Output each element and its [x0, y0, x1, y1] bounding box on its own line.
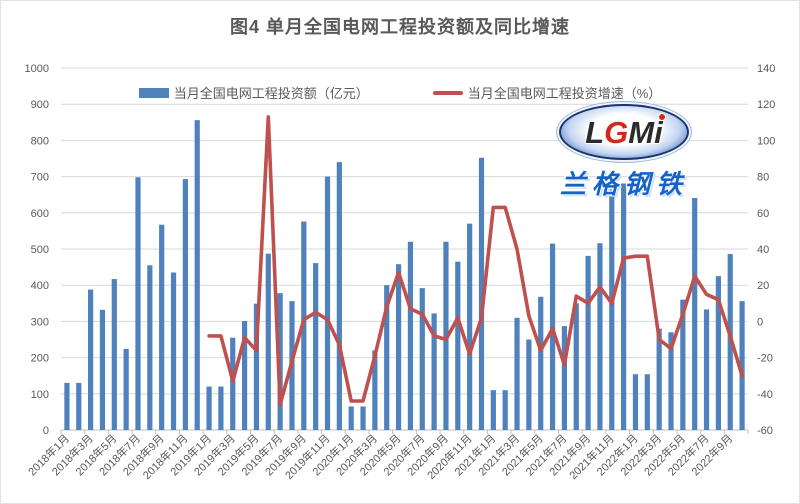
investment-bar — [407, 241, 414, 430]
investment-bar — [336, 162, 342, 430]
investment-bar — [739, 301, 745, 430]
investment-bar — [490, 390, 496, 430]
lgmi-logo: LGMi — [559, 104, 689, 160]
right-axis-tick-label: 0 — [757, 316, 763, 328]
investment-bar — [656, 328, 662, 430]
investment-bar — [644, 374, 650, 430]
investment-bar — [265, 253, 271, 430]
investment-bar — [135, 177, 141, 430]
investment-bar — [680, 299, 686, 430]
brand-text: 兰格钢铁 — [559, 169, 688, 199]
legend-line-swatch — [432, 90, 463, 95]
right-axis-tick-label: 40 — [757, 244, 769, 256]
left-axis-tick-label: 800 — [31, 135, 49, 147]
left-axis-tick-label: 0 — [43, 425, 49, 437]
legend-line-label: 当月全国电网工程投资增速（%） — [467, 86, 662, 101]
right-axis-tick-label: -60 — [757, 425, 773, 437]
investment-bar — [324, 176, 331, 430]
investment-bar — [692, 197, 698, 430]
investment-bar — [241, 321, 248, 430]
left-axis-tick-label: 700 — [31, 172, 49, 184]
investment-bar — [621, 183, 627, 430]
left-axis-tick-label: 900 — [31, 99, 49, 111]
legend-bar-label: 当月全国电网工程投资额（亿元） — [173, 86, 369, 101]
investment-bar — [467, 223, 473, 430]
investment-bar — [632, 374, 639, 430]
investment-bar — [703, 309, 710, 430]
investment-bar — [372, 350, 378, 430]
investment-bar — [668, 332, 674, 430]
right-axis-tick-label: 140 — [757, 63, 775, 75]
investment-bar — [478, 157, 485, 430]
investment-bar — [218, 386, 224, 430]
investment-bar — [573, 303, 579, 430]
investment-bar — [514, 317, 520, 430]
chart-title: 图4 单月全国电网工程投资额及同比增速 — [229, 17, 570, 37]
left-axis-tick-label: 200 — [31, 353, 49, 365]
legend-bar-swatch — [138, 87, 169, 98]
left-axis-tick-label: 300 — [31, 316, 49, 328]
investment-bar — [561, 326, 568, 430]
investment-bar — [170, 272, 177, 430]
left-axis-tick-label: 1000 — [25, 63, 49, 75]
right-axis-tick-label: -40 — [757, 389, 773, 401]
investment-bar — [360, 406, 366, 430]
investment-bar — [715, 276, 721, 430]
left-axis-tick-label: 500 — [31, 244, 49, 256]
investment-bar — [419, 288, 425, 430]
investment-bar — [76, 382, 82, 430]
investment-bar — [99, 309, 106, 430]
legend: 当月全国电网工程投资额（亿元） 当月全国电网工程投资增速（%） — [1, 83, 799, 102]
left-axis-tick-label: 400 — [31, 280, 49, 292]
right-axis-tick-label: 80 — [757, 172, 769, 184]
investment-bar — [182, 179, 188, 430]
investment-bar — [348, 406, 354, 430]
investment-bar — [159, 224, 165, 430]
investment-bar — [585, 255, 591, 430]
right-axis-tick-label: 20 — [757, 280, 769, 292]
left-axis-tick-label: 100 — [31, 389, 49, 401]
investment-bar — [111, 279, 117, 430]
investment-bar — [313, 263, 319, 430]
investment-bar — [549, 243, 556, 430]
lgmi-watermark: LGMi 兰格钢铁 — [549, 104, 699, 201]
investment-bar — [395, 264, 402, 430]
investment-bar — [526, 339, 532, 430]
legend-item-growth: 当月全国电网工程投资增速（%） — [432, 83, 662, 102]
investment-bar — [538, 296, 544, 430]
investment-bar — [384, 285, 390, 430]
logo-i-dot — [659, 114, 665, 120]
investment-bar — [609, 183, 615, 430]
investment-bar — [253, 303, 260, 430]
right-axis-tick-label: 60 — [757, 208, 769, 220]
investment-bar — [597, 243, 603, 430]
legend-item-investment: 当月全国电网工程投资额（亿元） — [138, 83, 369, 102]
investment-bar — [502, 390, 508, 430]
lgmi-logo-letters: LGMi — [585, 114, 663, 150]
right-axis-tick-label: 120 — [757, 99, 775, 111]
investment-bar — [431, 313, 437, 430]
investment-bar — [88, 289, 94, 430]
right-axis-tick-label: -20 — [757, 353, 773, 365]
right-axis-tick-label: 100 — [757, 135, 775, 147]
investment-bar — [455, 261, 461, 430]
left-axis-tick-label: 600 — [31, 208, 49, 220]
investment-bar — [230, 337, 236, 430]
investment-bar — [194, 120, 200, 430]
investment-bar — [64, 382, 70, 430]
investment-bar — [123, 348, 129, 430]
investment-bar — [147, 265, 153, 430]
investment-bar — [206, 386, 212, 430]
growth-line — [207, 115, 744, 407]
